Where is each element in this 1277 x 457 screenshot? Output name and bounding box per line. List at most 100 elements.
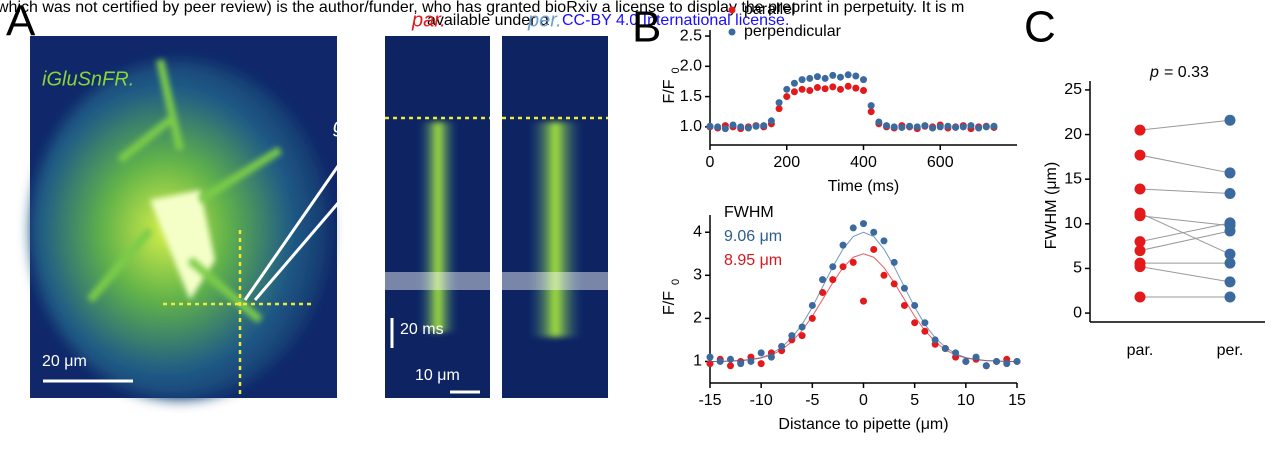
data-point xyxy=(972,353,980,361)
data-point xyxy=(1134,183,1146,195)
header-line: available under a xyxy=(427,12,549,29)
legend-label: perpendicular xyxy=(744,23,842,40)
data-point xyxy=(849,224,857,232)
data-point xyxy=(737,360,745,368)
data-point xyxy=(806,87,814,95)
data-point xyxy=(898,123,906,131)
pair-line xyxy=(1139,222,1231,243)
y-tick-label: 20 xyxy=(1064,126,1082,143)
data-point xyxy=(890,258,898,266)
data-point xyxy=(860,87,867,95)
x-tick-label: 0 xyxy=(859,392,868,409)
data-point xyxy=(737,123,745,131)
data-point xyxy=(1003,360,1011,368)
data-point xyxy=(829,276,837,284)
data-point xyxy=(752,122,760,130)
data-point xyxy=(952,123,960,131)
data-point xyxy=(808,314,816,322)
y-tick-label: 2 xyxy=(693,310,702,327)
data-point xyxy=(982,362,990,370)
data-point xyxy=(808,301,816,309)
kymograph xyxy=(385,36,608,398)
data-point xyxy=(757,349,765,357)
data-point xyxy=(962,357,970,365)
data-point xyxy=(760,122,768,130)
y-tick-label: 1 xyxy=(693,353,702,370)
y-axis-label-sub: 0 xyxy=(670,67,682,73)
annotation: 9.06 μm xyxy=(724,228,782,245)
data-point xyxy=(944,122,952,130)
data-point xyxy=(806,74,814,82)
data-point xyxy=(706,353,714,361)
data-point xyxy=(1134,291,1146,303)
y-tick-label: 0 xyxy=(1073,304,1082,321)
data-point xyxy=(767,353,775,361)
data-point xyxy=(1224,217,1236,229)
x-tick-label: 15 xyxy=(1008,392,1026,409)
y-axis-label: F/F xyxy=(661,291,678,315)
y-tick-label: 25 xyxy=(1064,81,1082,98)
data-point xyxy=(1224,257,1236,269)
data-point xyxy=(890,123,898,131)
y-tick-label: 1.5 xyxy=(680,88,702,105)
title: = 0.33 xyxy=(1164,64,1209,81)
panel-label: B xyxy=(632,3,661,52)
pair-line xyxy=(1139,188,1231,194)
pair-line xyxy=(1139,154,1231,174)
data-point xyxy=(839,241,847,249)
data-point xyxy=(767,117,775,125)
data-point xyxy=(906,122,914,130)
data-point xyxy=(721,125,729,133)
data-point xyxy=(959,123,967,131)
data-point xyxy=(714,123,722,131)
data-point xyxy=(839,263,847,271)
data-point xyxy=(900,284,908,292)
x-tick-label: 400 xyxy=(850,154,877,171)
x-tick-label: 10 xyxy=(957,392,975,409)
data-point xyxy=(813,84,821,91)
data-point xyxy=(783,93,791,101)
scale-label: 10 μm xyxy=(415,367,460,384)
data-point xyxy=(880,271,888,279)
data-point xyxy=(747,357,755,365)
data-point xyxy=(941,345,949,353)
data-point xyxy=(706,122,714,130)
sensor-label: iGluSnFR. xyxy=(42,68,134,90)
data-point xyxy=(867,108,875,116)
data-point xyxy=(729,121,737,129)
data-point xyxy=(921,319,929,327)
data-point xyxy=(860,297,867,305)
pair-line xyxy=(1139,230,1231,252)
microscopy-image xyxy=(30,36,377,400)
data-point xyxy=(852,72,860,80)
data-point xyxy=(829,83,837,91)
data-point xyxy=(829,263,837,271)
data-point xyxy=(911,319,919,327)
data-point xyxy=(880,237,888,245)
kymo-label: per. xyxy=(527,9,562,31)
license-link[interactable]: CC-BY 4.0 International license. xyxy=(562,12,789,29)
data-point xyxy=(982,123,990,131)
x-tick-label: -15 xyxy=(698,392,721,409)
header-line: which was not certified by peer review) … xyxy=(0,0,964,16)
x-axis-label: Distance to pipette (μm) xyxy=(778,416,948,433)
x-tick-label: 0 xyxy=(706,154,715,171)
x-tick-label: -5 xyxy=(805,392,819,409)
data-point xyxy=(1224,248,1236,260)
y-tick-label: 2.5 xyxy=(680,27,702,44)
data-point xyxy=(921,327,929,335)
x-tick-label: 600 xyxy=(927,154,954,171)
x-tick-label: par. xyxy=(1127,342,1154,359)
time-bar-label: 20 ms xyxy=(400,321,444,338)
data-point xyxy=(913,123,921,131)
data-point xyxy=(1134,124,1146,136)
pipette-label: glu xyxy=(333,115,360,137)
y-tick-label: 4 xyxy=(693,223,702,240)
y-tick-label: 15 xyxy=(1064,170,1082,187)
data-point xyxy=(931,336,939,344)
data-point xyxy=(1134,261,1146,273)
data-point xyxy=(967,122,975,130)
data-point xyxy=(819,276,827,284)
data-point xyxy=(1224,225,1236,237)
